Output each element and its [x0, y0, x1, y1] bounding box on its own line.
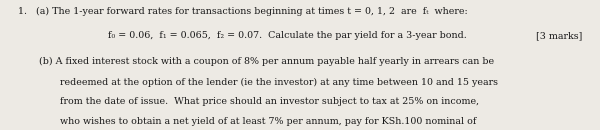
Text: 1.   (a) The 1-year forward rates for transactions beginning at times t = 0, 1, : 1. (a) The 1-year forward rates for tran…	[18, 6, 468, 16]
Text: (b) A fixed interest stock with a coupon of 8% per annum payable half yearly in : (b) A fixed interest stock with a coupon…	[18, 57, 494, 66]
Text: who wishes to obtain a net yield of at least 7% per annum, pay for KSh.100 nomin: who wishes to obtain a net yield of at l…	[18, 117, 476, 126]
Text: from the date of issue.  What price should an investor subject to tax at 25% on : from the date of issue. What price shoul…	[18, 98, 479, 106]
Text: f₀ = 0.06,  f₁ = 0.065,  f₂ = 0.07.  Calculate the par yield for a 3-year bond.: f₀ = 0.06, f₁ = 0.065, f₂ = 0.07. Calcul…	[108, 31, 467, 40]
Text: redeemed at the option of the lender (ie the investor) at any time between 10 an: redeemed at the option of the lender (ie…	[18, 78, 498, 87]
Text: [3 marks]: [3 marks]	[536, 31, 582, 40]
